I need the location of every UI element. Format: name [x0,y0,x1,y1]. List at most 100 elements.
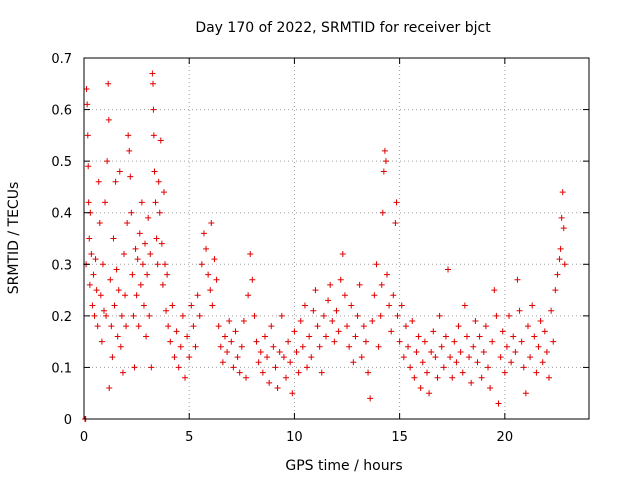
data-point [215,323,222,330]
data-point [105,80,112,87]
data-point [126,147,133,154]
data-point [310,307,317,314]
data-point [533,369,540,376]
data-point [192,343,199,350]
data-point [558,214,565,221]
data-point [453,359,460,366]
data-point [378,281,385,288]
data-point [184,333,191,340]
data-point [560,225,567,232]
axis-ticks [83,57,589,420]
data-point [322,333,329,340]
data-point [144,271,151,278]
data-point [365,369,372,376]
data-point [554,271,561,278]
data-point [546,374,553,381]
data-point [208,220,215,227]
data-point [129,271,136,278]
data-point [278,312,285,319]
y-tick-label: 0.3 [51,258,72,273]
data-point [112,178,119,185]
data-point [468,379,475,386]
data-point [232,328,239,335]
data-point [463,333,470,340]
data-point [90,271,97,278]
data-point [514,276,521,283]
data-point [140,302,147,309]
data-point [482,323,489,330]
x-tick-label: 15 [391,430,408,445]
data-point [346,343,353,350]
data-point [85,199,92,206]
data-point [314,323,321,330]
data-point [373,261,380,268]
data-point [89,302,96,309]
data-point [297,318,304,325]
data-point [350,359,357,366]
data-point [543,348,550,355]
data-point [501,369,508,376]
chart-title: Day 170 of 2022, SRMTID for receiver bjc… [195,20,491,36]
data-point [371,292,378,299]
data-point [110,235,117,242]
data-point [476,333,483,340]
data-point [489,338,496,345]
data-point [124,220,131,227]
data-point [96,220,103,227]
data-point [333,307,340,314]
data-point [369,318,376,325]
data-point [337,276,344,283]
data-point [102,199,109,206]
data-point [522,390,529,397]
data-point [388,328,395,335]
y-tick-label: 0.1 [51,361,72,376]
data-point [556,256,563,263]
data-point [151,168,158,175]
data-point [382,158,389,165]
data-point [148,364,155,371]
data-point [339,250,346,257]
data-point [379,209,386,216]
data-point [240,318,247,325]
data-point [377,312,384,319]
data-point [138,199,145,206]
data-point [146,312,153,319]
data-point [111,302,118,309]
data-point [200,230,207,237]
data-point [97,292,104,299]
data-point [548,307,555,314]
data-point [440,364,447,371]
data-point [510,333,517,340]
data-point [99,261,106,268]
data-point [335,328,342,335]
data-point [93,287,100,294]
data-point [291,328,298,335]
data-point [393,199,400,206]
data-point [430,328,437,335]
data-point [116,168,123,175]
data-point [524,323,531,330]
data-point [474,359,481,366]
data-point [308,354,315,361]
data-point [293,348,300,355]
data-point [117,343,124,350]
plot-frame [83,57,590,420]
data-point [131,364,138,371]
data-point [268,323,275,330]
data-point [188,302,195,309]
data-point [125,132,132,139]
data-point [442,333,449,340]
data-point [480,348,487,355]
data-point [362,338,369,345]
data-point [86,235,93,242]
data-point [264,354,271,361]
data-point [137,281,144,288]
data-point [86,281,93,288]
data-point [234,354,241,361]
data-point [557,245,564,252]
data-point [358,354,365,361]
data-point [487,385,494,392]
data-point [207,287,214,294]
data-point [205,271,212,278]
y-tick-label: 0.5 [51,155,72,170]
